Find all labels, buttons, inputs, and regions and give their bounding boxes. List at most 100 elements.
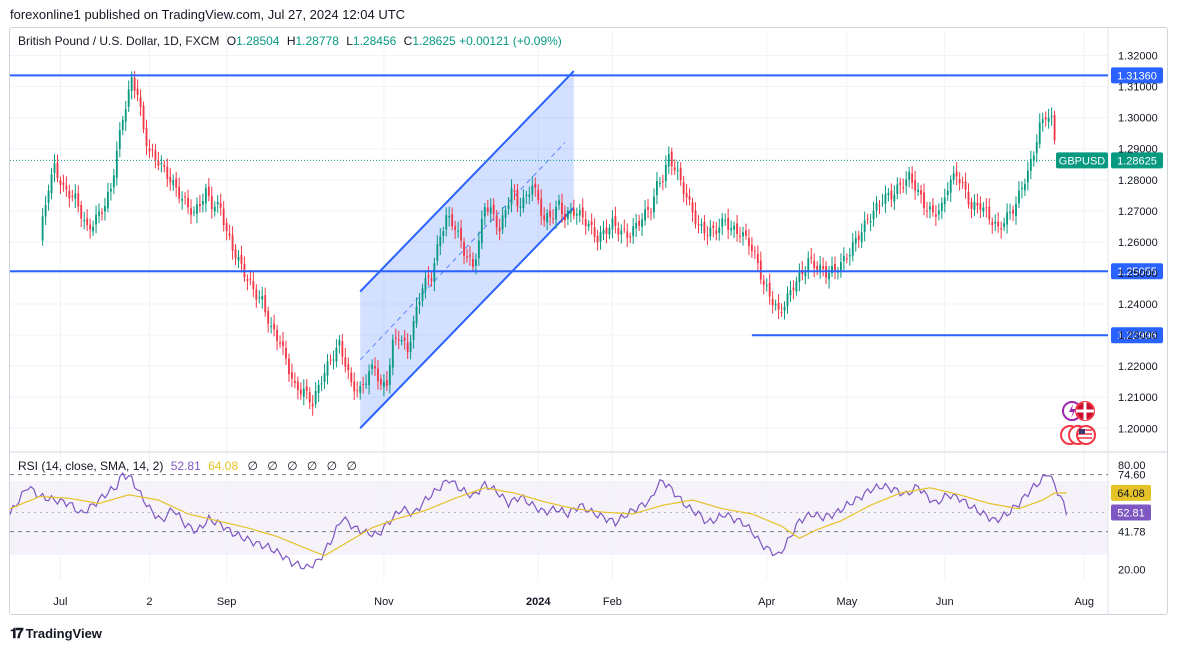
candle-body <box>457 230 460 232</box>
rsi-legend[interactable]: RSI (14, close, SMA, 14, 2) 52.81 64.08 … <box>18 459 357 473</box>
candle-body <box>439 236 442 247</box>
candle-body <box>329 359 332 361</box>
candle-body <box>385 380 388 386</box>
price-tick-label: 1.23000 <box>1118 330 1158 342</box>
candle-body <box>1035 142 1038 154</box>
candle-body <box>997 221 1000 227</box>
candle-body <box>590 221 593 226</box>
candle-body <box>187 198 189 208</box>
rsi-tick-label: 80.00 <box>1118 460 1146 472</box>
candle-body <box>549 210 552 218</box>
time-tick-label: Nov <box>374 596 394 608</box>
candle-body <box>293 381 296 383</box>
rsi-sma-value: 64.08 <box>208 459 239 473</box>
candle-body <box>178 186 181 199</box>
candle-body <box>314 390 317 405</box>
open-value: 1.28504 <box>236 34 280 48</box>
candle-body <box>365 383 368 385</box>
candle-body <box>95 214 97 225</box>
candle-body <box>810 257 813 259</box>
rsi-title[interactable]: RSI (14, close, SMA, 14, 2) <box>18 459 164 473</box>
candle-body <box>661 181 664 183</box>
candle-body <box>531 185 534 195</box>
price-tick-label: 1.21000 <box>1118 392 1158 404</box>
candle-body <box>543 215 546 221</box>
candle-body <box>706 235 709 237</box>
candle-body <box>670 151 673 167</box>
time-tick-label: 2 <box>146 596 152 608</box>
horizontal-levels[interactable]: 1.31360 1.25055 1.22996 GBPUSD 1.28625 <box>10 67 1163 344</box>
candle-body <box>299 389 302 395</box>
candle-body <box>463 241 465 256</box>
candle-body <box>516 189 519 207</box>
candle-body <box>771 298 774 306</box>
candle-body <box>961 181 964 183</box>
level-label: 1.25055 <box>1117 266 1157 278</box>
time-axis[interactable]: Jul 2 Sep Nov 2024 Feb Apr May Jun Aug <box>53 596 1094 608</box>
us-flag-icon-3 <box>1076 425 1096 445</box>
candle-body <box>575 213 578 216</box>
candle-body <box>430 278 433 281</box>
hidden-value-icon: ∅ <box>287 459 298 473</box>
symbol-legend[interactable]: British Pound / U.S. Dollar, 1D, FXCM O1… <box>18 34 562 48</box>
rsi-value: 52.81 <box>170 459 201 473</box>
candle-body <box>736 223 738 234</box>
tradingview-logo[interactable]: 𝟏𝟕 TradingView <box>10 625 102 642</box>
candle-body <box>679 167 682 181</box>
candle-body <box>765 285 768 287</box>
candle-body <box>522 197 525 209</box>
candle-body <box>350 372 353 383</box>
candle-body <box>199 204 201 207</box>
price-axis[interactable]: 1.32000 1.31000 1.30000 1.29000 1.28000 1.270… <box>1118 51 1158 436</box>
candle-body <box>682 182 685 194</box>
price-tick-label: 1.28000 <box>1118 175 1158 187</box>
candle-body <box>872 210 875 220</box>
candle-body <box>1041 119 1044 123</box>
candle-body <box>492 204 495 215</box>
candle-body <box>477 240 480 259</box>
candle-body <box>653 196 655 213</box>
candle-body <box>908 171 911 180</box>
candle-body <box>519 206 522 208</box>
candle-body <box>691 202 694 213</box>
candle-body <box>902 187 905 189</box>
candle-body <box>608 227 611 235</box>
candle-body <box>949 179 952 193</box>
candles[interactable] <box>41 71 1056 416</box>
level-label-box <box>1111 67 1163 84</box>
candle-body <box>1044 117 1047 120</box>
candle-body <box>774 304 777 306</box>
time-tick-label: Jun <box>936 596 954 608</box>
candle-body <box>190 208 192 215</box>
hidden-value-icon: ∅ <box>346 459 357 473</box>
candle-body <box>445 215 448 230</box>
symbol-name[interactable]: British Pound / U.S. Dollar, 1D, FXCM <box>18 34 220 48</box>
candle-body <box>937 210 940 215</box>
candle-body <box>501 215 504 230</box>
candle-body <box>985 207 988 209</box>
current-price-label: 1.28625 <box>1117 155 1157 167</box>
candle-body <box>290 372 293 379</box>
candle-body <box>222 208 225 226</box>
rsi-value-tag: 52.81 <box>1117 508 1145 520</box>
candle-body <box>991 221 994 226</box>
candle-body <box>210 195 213 210</box>
candle-body <box>344 357 347 367</box>
hidden-value-icon: ∅ <box>247 459 258 473</box>
candle-body <box>261 296 264 300</box>
hidden-value-icon: ∅ <box>326 459 338 473</box>
candle-body <box>474 259 477 266</box>
price-tick-label: 1.20000 <box>1118 423 1158 435</box>
rsi-lines[interactable] <box>9 471 1068 570</box>
candle-body <box>353 381 356 392</box>
candle-body <box>727 217 730 230</box>
candle-body <box>896 184 899 194</box>
candle-body <box>748 238 750 247</box>
candle-body <box>839 262 842 271</box>
candle-body <box>347 364 350 371</box>
candle-body <box>970 202 973 210</box>
candle-body <box>786 293 789 307</box>
candle-body <box>469 255 471 257</box>
